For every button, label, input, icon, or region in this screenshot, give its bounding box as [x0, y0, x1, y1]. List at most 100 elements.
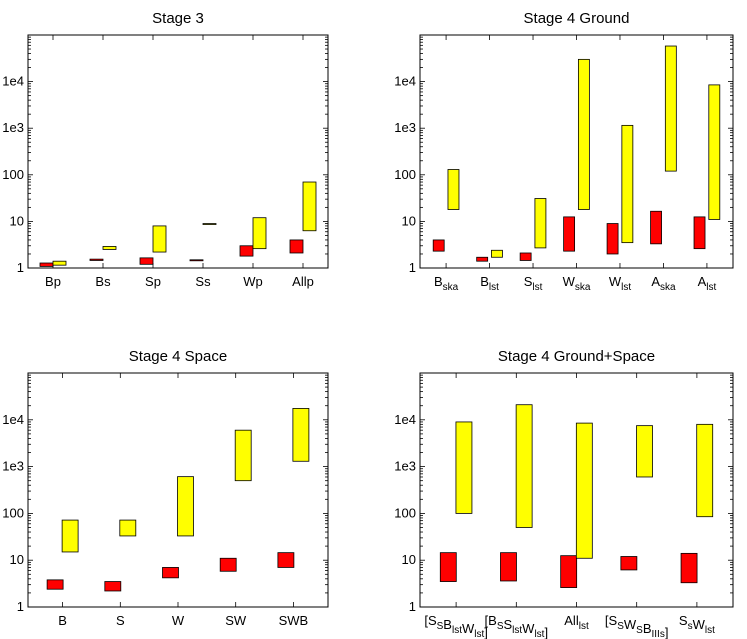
red-bar-3 — [139, 257, 154, 265]
panel-1: Stage 3 1 10 100 1e3 1e4 Bp Bs Sp Ss Wp Allp — [2, 10, 329, 289]
y-tick-label: 10 — [10, 552, 24, 567]
red-bar-2 — [104, 581, 122, 592]
yellow-bar-1 — [455, 421, 473, 514]
y-tick-label: 100 — [2, 505, 24, 520]
yellow-bar-3 — [575, 422, 593, 559]
yellow-bar-3 — [152, 225, 167, 253]
y-tick-label: 1e4 — [394, 412, 416, 427]
y-tick-label: 1e4 — [394, 74, 416, 89]
yellow-bar-3 — [177, 476, 194, 537]
red-bar-2 — [89, 258, 104, 261]
x-tick-label: B — [58, 613, 67, 628]
yellow-bar-5 — [252, 217, 267, 250]
x-tick-label: SW — [225, 613, 247, 628]
yellow-bar-4 — [234, 429, 252, 482]
red-bar-5 — [239, 245, 254, 257]
yellow-bar-1 — [52, 260, 67, 266]
x-tick-label: Sp — [145, 274, 161, 289]
yellow-bar-2 — [102, 246, 117, 250]
red-bar-6 — [289, 239, 304, 254]
yellow-bar-3 — [534, 198, 547, 249]
x-tick-label: Allp — [292, 274, 314, 289]
panel-title: Stage 3 — [152, 10, 204, 27]
y-tick-label: 100 — [2, 167, 24, 182]
panel-4: Stage 4 Ground+Space 1 10 100 1e3 1e4 [SSBlstW… — [394, 348, 734, 639]
y-tick-label: 1e3 — [394, 459, 416, 474]
y-tick-label: 100 — [394, 505, 416, 520]
y-tick-label: 1e3 — [394, 120, 416, 135]
x-tick-label: [BSSlstWlst] — [485, 613, 549, 639]
x-tick-label: Alllst — [564, 613, 589, 632]
red-bar-5 — [277, 552, 295, 568]
red-bar-2 — [476, 256, 489, 262]
y-tick-label: 10 — [402, 552, 416, 567]
yellow-bar-4 — [636, 425, 653, 478]
x-tick-label: Alst — [698, 274, 717, 293]
x-tick-label: Bp — [45, 274, 61, 289]
red-bar-5 — [606, 223, 619, 255]
x-tick-label: Aska — [651, 274, 676, 293]
red-bar-2 — [500, 552, 517, 582]
axes-box — [27, 34, 329, 269]
y-tick-label: 1 — [17, 260, 24, 275]
x-tick-label: SsWlst — [679, 613, 715, 636]
yellow-bar-7 — [708, 84, 721, 220]
yellow-bar-4 — [577, 58, 590, 210]
yellow-bar-1 — [61, 519, 79, 553]
yellow-bar-1 — [447, 169, 460, 210]
y-tick-label: 10 — [402, 213, 416, 228]
red-bar-5 — [680, 552, 698, 584]
yellow-bar-5 — [292, 408, 310, 462]
red-bar-1 — [439, 552, 457, 582]
y-tick-label: 1 — [409, 260, 416, 275]
y-tick-label: 1 — [17, 599, 24, 614]
yellow-bar-4 — [202, 223, 217, 225]
x-tick-label: Wp — [243, 274, 263, 289]
yellow-bar-6 — [302, 181, 317, 232]
red-bar-4 — [219, 557, 237, 572]
yellow-bar-5 — [621, 124, 634, 244]
panel-title: Stage 4 Space — [129, 348, 227, 365]
x-tick-label: Blst — [480, 274, 499, 293]
red-bar-1 — [39, 262, 54, 267]
red-bar-4 — [620, 556, 638, 571]
x-tick-label: [SSWSBIIIs] — [605, 613, 669, 639]
yellow-bar-6 — [664, 45, 677, 172]
x-tick-label: Bs — [95, 274, 111, 289]
y-tick-label: 1 — [409, 599, 416, 614]
y-tick-label: 1e3 — [2, 120, 24, 135]
x-tick-label: [SSBlstWlst] — [424, 613, 488, 639]
red-bar-3 — [519, 252, 532, 261]
axes-box — [419, 34, 734, 269]
yellow-bar-2 — [515, 404, 533, 528]
yellow-bar-5 — [696, 423, 714, 518]
red-bar-1 — [46, 579, 64, 590]
red-bar-3 — [560, 555, 578, 588]
x-tick-label: S — [116, 613, 125, 628]
red-bar-1 — [432, 239, 445, 252]
x-tick-label: Wlst — [609, 274, 632, 293]
y-tick-label: 1e3 — [2, 459, 24, 474]
yellow-bar-2 — [119, 519, 137, 537]
y-tick-label: 100 — [394, 167, 416, 182]
red-bar-6 — [650, 210, 662, 245]
x-tick-label: Wska — [563, 274, 591, 293]
yellow-bar-2 — [491, 249, 503, 258]
panel-title: Stage 4 Ground+Space — [498, 348, 655, 365]
x-tick-label: W — [172, 613, 185, 628]
red-bar-4 — [189, 259, 204, 262]
y-tick-label: 1e4 — [2, 412, 24, 427]
red-bar-7 — [693, 216, 706, 250]
x-tick-label: SWB — [279, 613, 309, 628]
y-tick-label: 10 — [10, 213, 24, 228]
panel-2: Stage 4 Ground 1 10 100 1e3 1e4 Bska Blst Slst Ws… — [394, 10, 734, 293]
y-tick-label: 1e4 — [2, 74, 24, 89]
red-bar-4 — [563, 216, 576, 252]
x-tick-label: Ss — [195, 274, 211, 289]
x-tick-label: Bska — [434, 274, 459, 293]
x-tick-label: Slst — [524, 274, 543, 293]
red-bar-3 — [162, 567, 179, 579]
panel-title: Stage 4 Ground — [524, 10, 630, 27]
